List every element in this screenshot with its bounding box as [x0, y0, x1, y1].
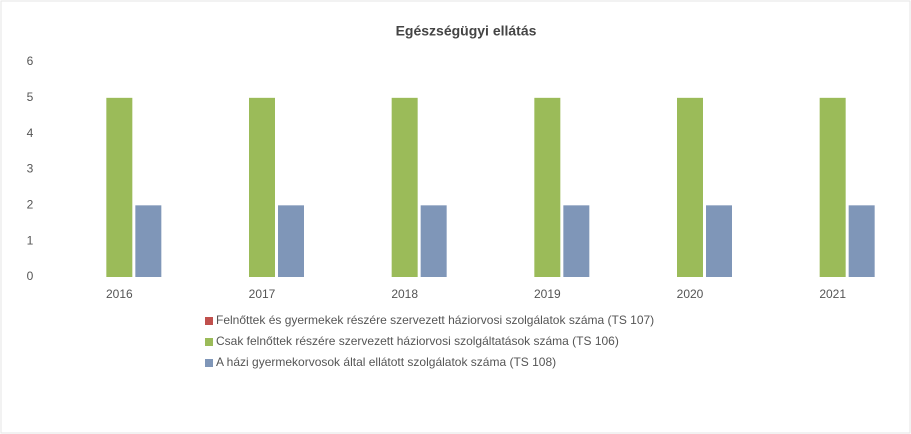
x-tick-label: 2018: [391, 287, 418, 301]
bar: [706, 205, 732, 277]
bar: [420, 205, 447, 277]
x-tick-label: 2016: [106, 287, 133, 301]
legend-label: A házi gyermekorvosok által ellátott szo…: [216, 355, 557, 369]
x-tick-label: 2017: [249, 287, 276, 301]
legend-swatch: [205, 317, 213, 325]
legend-swatch: [205, 338, 213, 346]
y-tick-label: 1: [27, 233, 34, 247]
legend-item: Csak felnőttek részére szervezett házior…: [205, 333, 745, 350]
legend-label: Csak felnőttek részére szervezett házior…: [216, 334, 619, 348]
chart-title: Egészségügyi ellátás: [396, 23, 537, 39]
x-tick-label: 2021: [819, 287, 846, 301]
bar: [135, 205, 162, 277]
bar: [534, 97, 561, 277]
bar: [563, 205, 590, 277]
x-tick-label: 2019: [534, 287, 561, 301]
bar: [249, 97, 275, 277]
bar: [278, 205, 304, 277]
y-tick-label: 5: [27, 90, 34, 104]
y-tick-label: 0: [27, 269, 34, 283]
y-tick-label: 4: [27, 126, 34, 140]
bar: [819, 97, 846, 277]
legend-label: Felnőttek és gyermekek részére szervezet…: [216, 313, 655, 327]
legend-item: Felnőttek és gyermekek részére szervezet…: [205, 312, 745, 329]
y-tick-label: 3: [27, 162, 34, 176]
legend-swatch: [205, 359, 213, 367]
bar: [106, 97, 133, 277]
y-tick-label: 6: [27, 54, 34, 68]
x-tick-label: 2020: [677, 287, 704, 301]
bar: [848, 205, 875, 277]
y-tick-label: 2: [27, 198, 34, 212]
legend-item: A házi gyermekorvosok által ellátott szo…: [205, 354, 745, 371]
bar: [677, 97, 703, 277]
legend: Felnőttek és gyermekek részére szervezet…: [205, 312, 745, 375]
bar: [391, 97, 418, 277]
